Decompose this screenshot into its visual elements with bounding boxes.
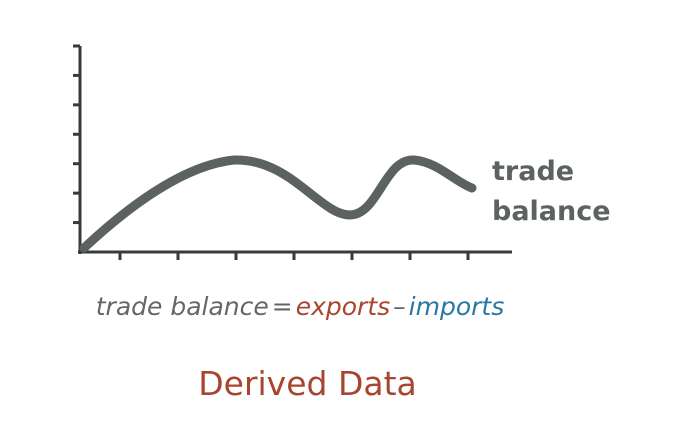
formula-minus: – xyxy=(393,292,406,321)
trade-balance-curve xyxy=(79,155,477,253)
derived-formula: trade balance = exports – imports xyxy=(0,292,600,321)
formula-lhs: trade balance xyxy=(95,292,269,321)
caption-title: Derived Data xyxy=(198,364,417,403)
formula-equals: = xyxy=(271,292,293,321)
formula-imports: imports xyxy=(408,292,505,321)
series-label-line1: trade xyxy=(492,156,575,187)
chart-axes xyxy=(73,44,512,260)
formula-exports: exports xyxy=(295,292,391,321)
series-label-line2: balance xyxy=(492,196,611,227)
series-label: trade balance xyxy=(492,152,611,232)
